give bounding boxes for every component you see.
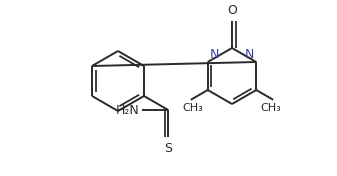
Text: CH₃: CH₃: [261, 103, 282, 113]
Text: H₂N: H₂N: [116, 103, 140, 117]
Text: N: N: [210, 48, 219, 61]
Text: CH₃: CH₃: [182, 103, 203, 113]
Text: S: S: [164, 142, 172, 155]
Text: O: O: [227, 4, 237, 17]
Text: N: N: [245, 48, 254, 61]
